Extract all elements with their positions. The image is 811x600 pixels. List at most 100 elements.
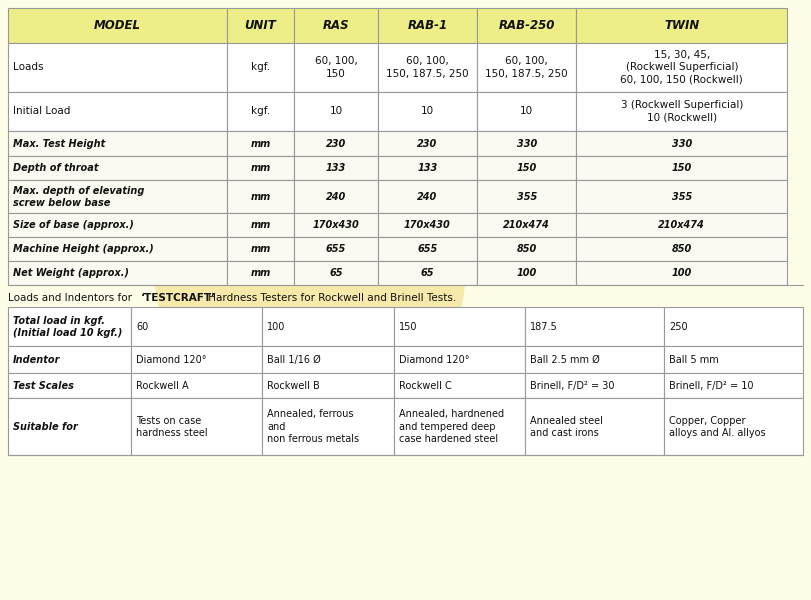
Bar	[378, 131, 477, 156]
Bar	[294, 180, 378, 213]
Text: Ball 2.5 mm Ø: Ball 2.5 mm Ø	[530, 355, 599, 365]
Bar	[8, 92, 226, 131]
Bar	[477, 237, 577, 261]
Bar	[577, 213, 787, 237]
Bar	[8, 398, 131, 455]
Bar	[378, 43, 477, 92]
Bar	[477, 131, 577, 156]
Bar	[226, 156, 294, 180]
Bar	[378, 180, 477, 213]
Bar	[226, 8, 294, 43]
Text: Annealed, ferrous
and
non ferrous metals: Annealed, ferrous and non ferrous metals	[268, 409, 359, 444]
Text: 250: 250	[669, 322, 688, 332]
Text: Annealed, hardnened
and tempered deep
case hardened steel: Annealed, hardnened and tempered deep ca…	[398, 409, 504, 444]
Bar	[226, 180, 294, 213]
Bar	[577, 261, 787, 285]
Bar	[8, 213, 226, 237]
Bar	[226, 131, 294, 156]
Text: 355: 355	[672, 191, 692, 202]
Bar	[378, 213, 477, 237]
Text: Ball 5 mm: Ball 5 mm	[669, 355, 719, 365]
Bar	[525, 307, 664, 346]
Text: ‘TESTCRAFT’: ‘TESTCRAFT’	[141, 293, 217, 303]
Bar	[477, 180, 577, 213]
Bar	[577, 8, 787, 43]
Text: 10: 10	[421, 107, 434, 116]
Text: kgf.: kgf.	[251, 62, 270, 73]
Text: Rockwell B: Rockwell B	[268, 381, 320, 391]
Text: RAS: RAS	[323, 19, 350, 32]
Bar	[378, 8, 477, 43]
Text: 230: 230	[326, 139, 346, 149]
Text: 850: 850	[517, 244, 537, 254]
Text: Total load in kgf.
(Initial load 10 kgf.): Total load in kgf. (Initial load 10 kgf.…	[13, 316, 122, 338]
Circle shape	[155, 115, 465, 425]
Text: 3 (Rockwell Superficial)
10 (Rockwell): 3 (Rockwell Superficial) 10 (Rockwell)	[620, 100, 743, 122]
Bar	[226, 43, 294, 92]
Text: 150: 150	[398, 322, 417, 332]
Text: Test Scales: Test Scales	[13, 381, 74, 391]
Text: 100: 100	[517, 268, 537, 278]
Text: Hardness Testers for Rockwell and Brinell Tests.: Hardness Testers for Rockwell and Brinel…	[205, 293, 457, 303]
Bar	[378, 92, 477, 131]
Text: 60, 100,
150, 187.5, 250: 60, 100, 150, 187.5, 250	[486, 56, 568, 79]
Bar	[294, 8, 378, 43]
Text: 355: 355	[517, 191, 537, 202]
Bar	[8, 237, 226, 261]
Text: mm: mm	[251, 268, 271, 278]
Bar	[131, 373, 263, 398]
Bar	[131, 398, 263, 455]
Text: 230: 230	[417, 139, 437, 149]
Text: Max. depth of elevating
screw below base: Max. depth of elevating screw below base	[13, 185, 144, 208]
Text: 850: 850	[672, 244, 692, 254]
Text: Net Weight (approx.): Net Weight (approx.)	[13, 268, 129, 278]
Bar	[8, 43, 226, 92]
Bar	[577, 237, 787, 261]
Text: 100: 100	[672, 268, 692, 278]
Text: 10: 10	[329, 107, 342, 116]
Text: Brinell, F/D² = 30: Brinell, F/D² = 30	[530, 381, 614, 391]
Text: Size of base (approx.): Size of base (approx.)	[13, 220, 134, 230]
Text: Indentor: Indentor	[13, 355, 60, 365]
Text: UNIT: UNIT	[245, 19, 277, 32]
Bar	[664, 307, 803, 346]
Bar	[378, 237, 477, 261]
Text: 60: 60	[136, 322, 148, 332]
Bar	[294, 131, 378, 156]
Bar	[131, 307, 263, 346]
Bar	[226, 213, 294, 237]
Text: 330: 330	[517, 139, 537, 149]
Text: 133: 133	[417, 163, 437, 173]
Bar	[8, 180, 226, 213]
Bar	[226, 92, 294, 131]
Text: 330: 330	[672, 139, 692, 149]
Bar	[8, 346, 131, 373]
Bar	[8, 307, 131, 346]
Text: 170x430: 170x430	[312, 220, 359, 230]
Text: 60, 100,
150: 60, 100, 150	[315, 56, 358, 79]
Bar	[263, 373, 393, 398]
Bar	[477, 43, 577, 92]
Text: Initial Load: Initial Load	[13, 107, 71, 116]
Text: Depth of throat: Depth of throat	[13, 163, 98, 173]
Text: 150: 150	[672, 163, 692, 173]
Bar	[664, 346, 803, 373]
Bar	[294, 213, 378, 237]
Text: Machine Height (approx.): Machine Height (approx.)	[13, 244, 154, 254]
Bar	[8, 8, 226, 43]
Text: Annealed steel
and cast irons: Annealed steel and cast irons	[530, 416, 603, 438]
Text: 240: 240	[417, 191, 437, 202]
Text: 210x474: 210x474	[659, 220, 705, 230]
Text: kgf.: kgf.	[251, 107, 270, 116]
Text: 150: 150	[517, 163, 537, 173]
Text: Tests on case
hardness steel: Tests on case hardness steel	[136, 416, 208, 438]
Text: 65: 65	[421, 268, 434, 278]
Bar	[263, 398, 393, 455]
Bar	[525, 373, 664, 398]
Bar	[226, 261, 294, 285]
Text: 655: 655	[417, 244, 437, 254]
Text: mm: mm	[251, 191, 271, 202]
Bar	[8, 156, 226, 180]
Text: MODEL: MODEL	[94, 19, 141, 32]
Bar	[577, 180, 787, 213]
